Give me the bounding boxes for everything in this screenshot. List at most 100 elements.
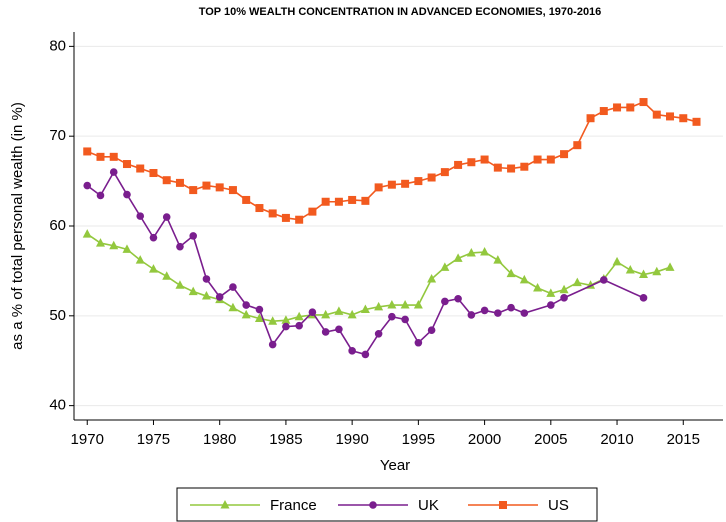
marker xyxy=(175,280,185,289)
marker xyxy=(254,313,264,323)
x-tick-label: 2000 xyxy=(468,431,501,448)
marker xyxy=(387,180,396,189)
marker xyxy=(255,204,264,213)
chart-title: TOP 10% WEALTH CONCENTRATION IN ADVANCED… xyxy=(199,6,602,18)
marker xyxy=(374,183,383,192)
legend-label: US xyxy=(548,497,569,514)
marker xyxy=(520,309,529,317)
marker xyxy=(666,112,675,121)
marker xyxy=(162,213,171,221)
marker xyxy=(467,311,476,319)
marker xyxy=(189,232,198,240)
marker xyxy=(400,300,410,309)
marker xyxy=(348,195,357,204)
marker xyxy=(665,262,675,271)
marker xyxy=(282,322,290,331)
marker xyxy=(321,328,330,336)
marker xyxy=(188,286,198,296)
marker xyxy=(189,186,198,195)
marker xyxy=(95,238,105,247)
legend-label: France xyxy=(270,497,317,514)
marker xyxy=(215,293,224,301)
marker xyxy=(427,326,436,334)
marker xyxy=(494,309,502,317)
x-axis-label: Year xyxy=(380,457,410,474)
marker xyxy=(136,164,145,173)
x-tick-label: 1985 xyxy=(269,431,302,448)
marker xyxy=(308,308,317,317)
marker xyxy=(202,275,211,283)
marker xyxy=(507,303,515,312)
marker xyxy=(401,179,410,188)
marker xyxy=(201,291,211,300)
marker xyxy=(162,271,172,280)
marker xyxy=(122,160,131,169)
marker xyxy=(215,183,224,192)
x-tick-label: 1970 xyxy=(71,431,104,448)
x-tick-label: 1980 xyxy=(203,431,236,448)
marker xyxy=(308,207,317,216)
marker xyxy=(281,315,291,324)
marker xyxy=(388,312,396,321)
marker xyxy=(149,169,158,178)
marker xyxy=(480,306,489,315)
marker xyxy=(560,150,569,159)
marker xyxy=(228,186,237,195)
marker xyxy=(123,190,131,199)
marker xyxy=(533,282,543,292)
marker xyxy=(573,141,582,150)
marker xyxy=(401,315,409,324)
marker xyxy=(626,103,635,112)
marker xyxy=(109,168,118,176)
marker xyxy=(599,276,608,284)
y-axis-label: as a % of total personal wealth (in %) xyxy=(9,102,26,350)
marker xyxy=(387,300,397,309)
marker xyxy=(202,181,211,190)
marker xyxy=(229,283,237,291)
marker xyxy=(255,305,264,314)
marker xyxy=(162,176,171,185)
marker xyxy=(321,197,330,206)
marker xyxy=(507,164,516,173)
marker xyxy=(652,266,662,276)
marker xyxy=(599,107,608,116)
marker xyxy=(374,301,384,311)
series-line xyxy=(86,101,697,221)
marker xyxy=(639,294,648,302)
marker xyxy=(334,197,343,206)
y-tick-label: 40 xyxy=(49,397,66,414)
marker xyxy=(499,501,507,509)
marker xyxy=(533,155,542,164)
marker xyxy=(369,501,377,509)
marker xyxy=(295,215,304,224)
marker xyxy=(519,274,529,284)
x-tick-label: 2010 xyxy=(600,431,633,448)
y-tick-label: 80 xyxy=(49,37,66,54)
marker xyxy=(546,155,555,164)
marker xyxy=(241,309,251,319)
marker xyxy=(83,181,92,190)
marker xyxy=(440,262,450,271)
marker xyxy=(176,242,184,251)
y-tick-label: 60 xyxy=(49,217,66,234)
marker xyxy=(109,152,118,161)
marker xyxy=(136,212,145,220)
marker xyxy=(480,155,489,164)
marker xyxy=(175,178,184,187)
marker xyxy=(83,147,92,156)
marker xyxy=(546,288,556,297)
marker xyxy=(625,265,635,274)
marker xyxy=(453,253,463,262)
marker xyxy=(506,268,516,278)
x-tick-label: 1975 xyxy=(137,431,170,448)
marker xyxy=(109,240,119,250)
marker xyxy=(414,177,423,186)
marker xyxy=(427,173,436,182)
marker xyxy=(440,168,449,177)
marker xyxy=(679,114,688,123)
marker xyxy=(294,311,304,321)
marker xyxy=(572,277,582,287)
marker xyxy=(268,316,278,325)
marker xyxy=(135,255,145,264)
